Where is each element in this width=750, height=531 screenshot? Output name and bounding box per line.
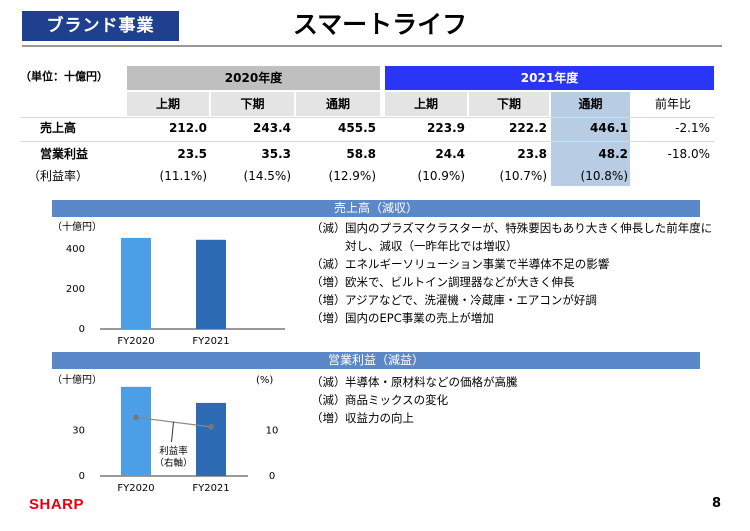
row-label-margin: （利益率） bbox=[28, 169, 89, 183]
bar-fy2021 bbox=[196, 402, 226, 476]
note-tag: （増） bbox=[311, 311, 346, 325]
y-tick-label: 0 bbox=[79, 324, 85, 335]
table-cell: 24.4 bbox=[435, 147, 465, 161]
note-text: 収益力の向上 bbox=[345, 411, 414, 425]
year-header-2021: 2021年度 bbox=[385, 66, 714, 90]
row-divider bbox=[20, 141, 714, 142]
note-text: 対し、減収（一昨年比では増収） bbox=[345, 239, 518, 253]
table-cell: (11.1%) bbox=[159, 169, 207, 183]
secondary-tick-label: 0 bbox=[269, 471, 275, 482]
table-cell: 35.3 bbox=[261, 147, 291, 161]
bar-fy2021 bbox=[196, 239, 226, 329]
note-tag: （減） bbox=[311, 375, 346, 389]
note-item: （減）半導体・原材料などの価格が高騰 bbox=[311, 373, 518, 391]
note-item: （減）国内のプラズマクラスターが、特殊要因もあり大きく伸長した前年度に bbox=[311, 219, 712, 237]
col-header: 上期 bbox=[127, 92, 209, 116]
table-cell: 222.2 bbox=[509, 121, 547, 135]
table-cell: 48.2 bbox=[598, 147, 628, 161]
row-label-operating-profit: 営業利益 bbox=[40, 147, 89, 161]
sharp-logo: SHARP bbox=[29, 496, 85, 513]
note-text: 半導体・原材料などの価格が高騰 bbox=[345, 375, 518, 389]
note-text: 国内のプラズマクラスターが、特殊要因もあり大きく伸長した前年度に bbox=[345, 221, 713, 235]
secondary-tick-label: 10 bbox=[266, 426, 279, 437]
sales-section-bar: 売上高（減収） bbox=[52, 200, 700, 217]
note-text: アジアなどで、洗濯機・冷蔵庫・エアコンが好調 bbox=[345, 293, 597, 307]
x-tick-label: FY2020 bbox=[117, 483, 154, 494]
highlight-column bbox=[551, 116, 630, 186]
table-cell: 455.5 bbox=[338, 121, 376, 135]
sales-chart: （十億円） 0 200 400 FY2020 FY2021 bbox=[52, 220, 285, 347]
note-item: （増）国内のEPC事業の売上が増加 bbox=[311, 309, 494, 327]
note-text: 商品ミックスの変化 bbox=[345, 393, 449, 407]
note-item: （増）アジアなどで、洗濯機・冷蔵庫・エアコンが好調 bbox=[311, 291, 597, 309]
profit-section-bar: 営業利益（減益） bbox=[52, 352, 700, 369]
col-header: 通期 bbox=[551, 92, 630, 116]
margin-line bbox=[135, 416, 212, 428]
y-tick-label: 0 bbox=[79, 471, 85, 482]
table-cell: -2.1% bbox=[675, 121, 710, 135]
y-tick-label: 30 bbox=[72, 426, 85, 437]
y-axis-label: （十億円） bbox=[52, 220, 102, 233]
year-header-2020: 2020年度 bbox=[127, 66, 380, 90]
unit-label: （単位：十億円） bbox=[20, 70, 108, 83]
x-tick-label: FY2021 bbox=[192, 336, 229, 347]
table-cell: (10.8%) bbox=[580, 169, 628, 183]
bar-fy2020 bbox=[121, 386, 151, 476]
table-cell: 223.9 bbox=[427, 121, 465, 135]
table-cell: -18.0% bbox=[667, 147, 710, 161]
note-item: 対し、減収（一昨年比では増収） bbox=[311, 237, 518, 255]
y-tick-label: 400 bbox=[66, 244, 85, 255]
table-cell: 243.4 bbox=[253, 121, 291, 135]
callout-box bbox=[151, 442, 196, 471]
note-item: （減）商品ミックスの変化 bbox=[311, 391, 448, 409]
note-tag: （増） bbox=[311, 293, 346, 307]
row-label-sales: 売上高 bbox=[40, 121, 77, 135]
bar-fy2020 bbox=[121, 237, 151, 329]
y-axis-label: （十億円） bbox=[52, 373, 102, 386]
table-cell: 212.0 bbox=[169, 121, 207, 135]
margin-point-fy2021 bbox=[208, 424, 214, 430]
page-number: 8 bbox=[712, 496, 722, 511]
note-text: 欧米で、ビルトイン調理器などが大きく伸長 bbox=[345, 275, 575, 289]
table-cell: (10.7%) bbox=[499, 169, 547, 183]
margin-series-label: （右軸） bbox=[154, 457, 192, 469]
row-divider bbox=[20, 117, 714, 118]
note-item: （増）収益力の向上 bbox=[311, 409, 414, 427]
col-header: 上期 bbox=[385, 92, 467, 116]
note-tag: （減） bbox=[311, 393, 346, 407]
x-tick-label: FY2021 bbox=[192, 483, 229, 494]
margin-series-label: 利益率 bbox=[159, 445, 188, 457]
col-header: 通期 bbox=[296, 92, 380, 116]
table-cell: 446.1 bbox=[590, 121, 628, 135]
note-item: （増）欧米で、ビルトイン調理器などが大きく伸長 bbox=[311, 273, 575, 291]
table-cell: 23.8 bbox=[517, 147, 547, 161]
secondary-axis-label: (%) bbox=[256, 375, 273, 386]
note-tag: （減） bbox=[311, 257, 346, 271]
note-tag: （減） bbox=[311, 221, 346, 235]
col-header: 前年比 bbox=[632, 92, 714, 116]
table-cell: 23.5 bbox=[177, 147, 207, 161]
table-cell: 58.8 bbox=[346, 147, 376, 161]
col-header: 下期 bbox=[469, 92, 549, 116]
header-divider bbox=[22, 45, 722, 47]
operating-profit-chart: （十億円） (%) 0 30 0 10 FY2020 FY2021 利益率（右軸） bbox=[52, 373, 279, 494]
y-tick-label: 200 bbox=[66, 284, 85, 295]
note-item: （減）エネルギーソリューション事業で半導体不足の影響 bbox=[311, 255, 609, 273]
callout-leader bbox=[171, 422, 174, 443]
table-cell: (10.9%) bbox=[417, 169, 465, 183]
table-cell: (14.5%) bbox=[243, 169, 291, 183]
note-tag: （増） bbox=[311, 411, 346, 425]
note-text: エネルギーソリューション事業で半導体不足の影響 bbox=[345, 257, 610, 271]
page-title: スマートライフ bbox=[292, 10, 468, 39]
note-text: 国内のEPC事業の売上が増加 bbox=[345, 311, 494, 325]
margin-point-fy2020 bbox=[133, 414, 139, 421]
note-tag: （増） bbox=[311, 275, 346, 289]
section-tag: ブランド事業 bbox=[22, 11, 179, 41]
col-header: 下期 bbox=[211, 92, 294, 116]
table-cell: (12.9%) bbox=[328, 169, 376, 183]
x-tick-label: FY2020 bbox=[117, 336, 154, 347]
